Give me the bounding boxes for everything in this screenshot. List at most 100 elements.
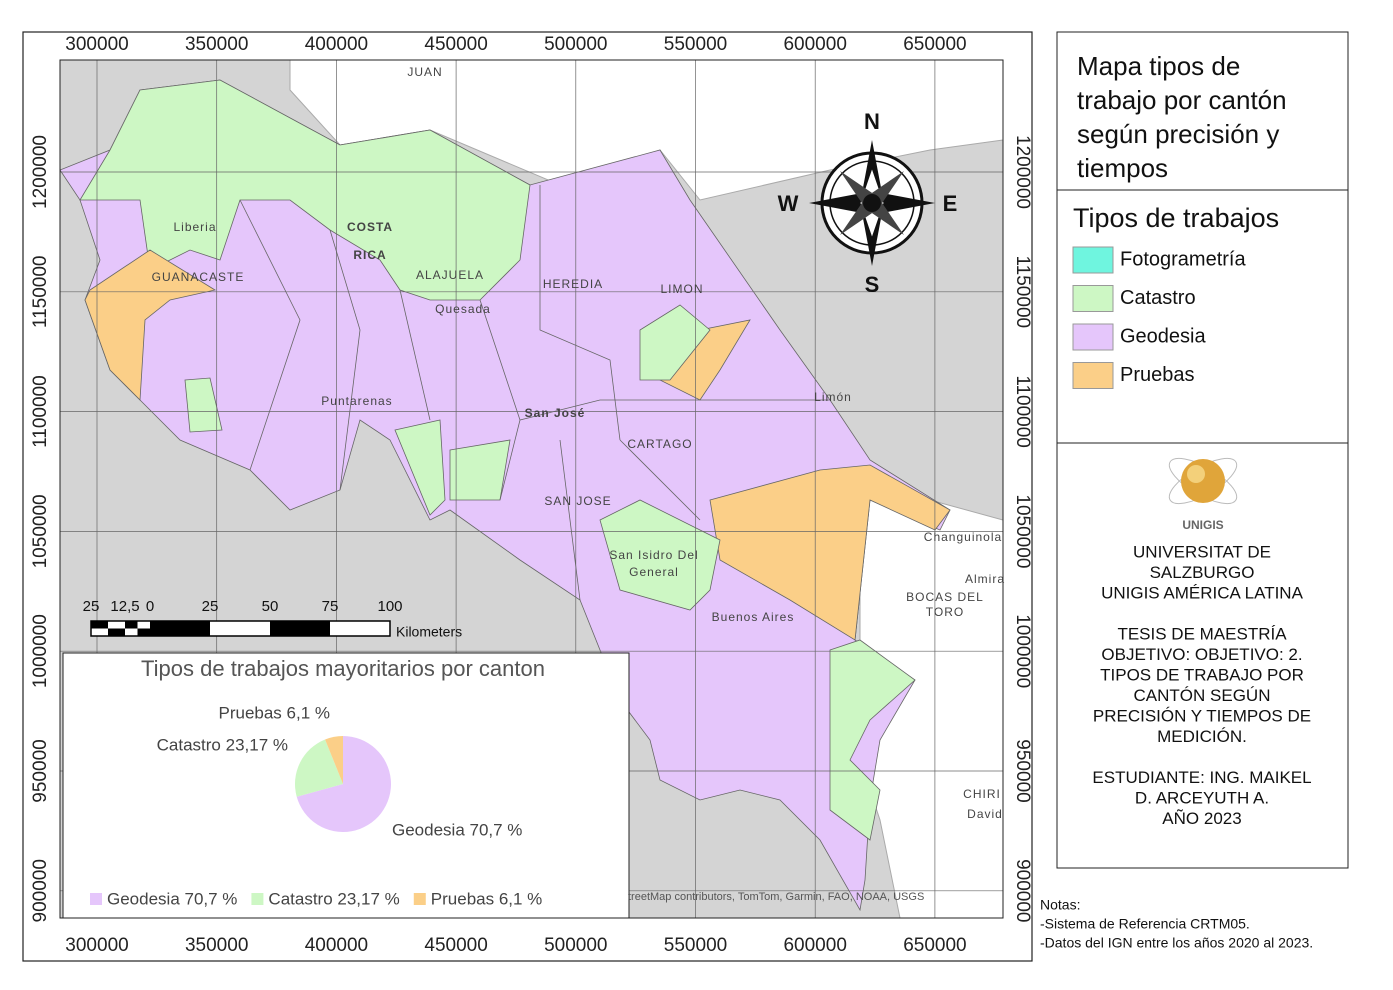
scale-bar [90,620,391,637]
x-coord-label: 500000 [544,935,607,956]
x-coord-label: 300000 [65,935,128,956]
info-line: AÑO 2023 [1162,809,1241,828]
compass-letter: N [864,109,880,134]
x-coord-label: 500000 [544,34,607,55]
place-label: TORO [926,605,964,619]
scale-label: 25 [83,598,100,615]
scale-unit: Kilometers [396,624,462,640]
legend-swatch [1072,285,1114,312]
y-coord-label: 1000000 [1012,614,1033,688]
place-label: Changuinola [924,530,1002,544]
legend-swatch [1072,323,1114,351]
info-line: UNIGIS AMÉRICA LATINA [1101,583,1304,602]
map-outer-frame [22,31,1033,962]
legend-title: Tipos de trabajos [1073,203,1279,233]
scale-label: 50 [262,598,279,615]
scale-label: 12,5 [110,598,139,615]
pie-legend-swatch [90,893,102,905]
pie-legend-label: Pruebas 6,1 % [431,889,543,908]
pie-legend-swatch [413,893,426,905]
catastro-area [184,377,223,433]
pie-label: Catastro 23,17 % [157,735,288,754]
note-line: -Sistema de Referencia CRTM05. [1040,916,1250,932]
place-label: Liberia [173,220,216,234]
place-label: JUAN [407,65,442,79]
catastro-area [79,79,531,301]
y-coord-label: 1000000 [30,614,51,688]
scale-label: 75 [322,598,339,615]
info-line: TESIS DE MAESTRÍA [1117,624,1287,643]
y-coord-label: 1050000 [30,494,51,568]
info-line: SALZBURGO [1150,563,1255,582]
place-label: Buenos Aires [712,610,795,624]
map-title: tiempos [1077,153,1168,183]
y-coord-label: 950000 [1012,739,1033,802]
info-line: CANTÓN SEGÚN [1134,686,1271,705]
chart-title: Tipos de trabajos mayoritarios por canto… [141,656,545,681]
y-coord-label: 1050000 [1012,494,1033,568]
side-panel [1056,31,1349,869]
pie-slice [296,736,391,833]
legend-label: Fotogrametría [1120,248,1246,270]
place-label: COSTA [347,220,393,234]
place-label: SAN JOSE [544,494,611,508]
y-coord-label: 1150000 [1012,256,1033,329]
legend-label: Pruebas [1120,364,1195,386]
place-label: CARTAGO [627,437,692,451]
x-coord-label: 650000 [903,935,966,956]
pruebas-area [84,249,217,401]
x-coord-label: 300000 [65,34,128,55]
pie-label: Geodesia 70,7 % [392,820,522,839]
note-line: -Datos del IGN entre los años 2020 al 20… [1040,935,1313,951]
info-line: UNIVERSITAT DE [1133,542,1271,561]
scale-segment [137,628,150,636]
info-line: TIPOS DE TRABAJO POR [1100,665,1304,684]
catastro-area [599,499,721,611]
x-coord-label: 400000 [305,935,368,956]
place-label: Almira [965,572,1005,586]
map-title: trabajo por cantón [1077,85,1287,115]
scale-segment [108,628,125,636]
place-label: RICA [353,248,386,262]
pruebas-area [709,464,951,641]
y-coord-label: 900000 [30,859,51,922]
y-coord-label: 1100000 [1012,375,1033,448]
catastro-area [394,419,446,516]
geodesia-area [60,79,951,912]
canton-borders [239,185,830,601]
pie-legend-label: Geodesia 70,7 % [107,889,237,908]
compass-letter: W [778,191,799,216]
scale-label: 100 [377,598,402,615]
nicaragua [289,60,1003,201]
place-label: Limón [814,390,852,404]
x-coord-label: 600000 [783,34,846,55]
info-line: ESTUDIANTE: ING. MAIKEL [1092,768,1311,787]
catastro-area [639,304,711,381]
scale-segment [91,621,108,629]
x-coord-label: 400000 [305,34,368,55]
info-line: PRECISIÓN Y TIEMPOS DE [1093,706,1311,725]
place-label: General [629,565,679,579]
x-coord-label: 450000 [424,935,487,956]
place-label: San Isidro Del [609,548,698,562]
y-coord-label: 1100000 [30,375,51,448]
pie-slice [295,739,343,797]
x-coord-label: 350000 [185,34,248,55]
legend-swatch [1072,246,1114,274]
pie-legend-label: Catastro 23,17 % [268,889,399,908]
compass-letter: E [943,191,958,216]
place-label: ALAJUELA [416,268,484,282]
place-label: CHIRI [963,787,1001,801]
attribution: treetMap contributors, TomTom, Garmin, F… [628,891,924,903]
x-coord-label: 650000 [903,34,966,55]
note-line: Notas: [1040,897,1080,913]
catastro-area [829,639,916,841]
y-coord-label: 1200000 [1012,135,1033,209]
x-coord-label: 350000 [185,935,248,956]
info-line: MEDICIÓN. [1157,727,1247,746]
pie-label: Pruebas 6,1 % [218,703,330,722]
pie-slice [325,736,343,784]
y-coord-label: 900000 [1012,859,1033,922]
place-label: David [967,807,1003,821]
